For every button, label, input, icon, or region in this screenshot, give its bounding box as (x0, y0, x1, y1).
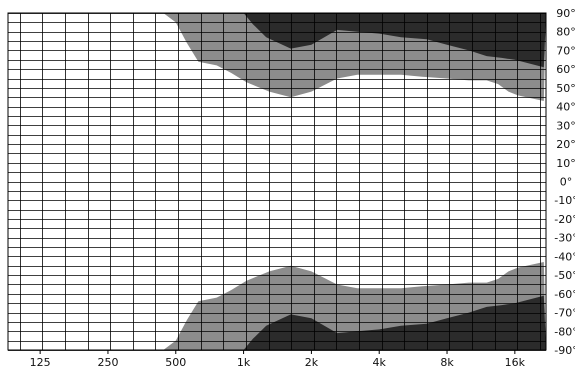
y-tick-label: -60° (554, 288, 575, 301)
y-tick-label: 30° (556, 119, 575, 132)
x-tick-label: 4k (373, 356, 387, 369)
coverage-region-lower-2 (243, 295, 546, 350)
y-tick-label: -10° (554, 194, 575, 207)
grid-lines (7, 12, 547, 351)
y-tick-label: -30° (554, 232, 575, 245)
x-tick-label: 2k (305, 356, 319, 369)
y-tick-label: 70° (556, 44, 575, 57)
y-tick-label: -50° (554, 269, 575, 282)
y-tick-label: -20° (554, 213, 575, 226)
x-tick-label: 1k (237, 356, 251, 369)
y-tick-label: 80° (556, 26, 575, 39)
y-tick-label: 90° (556, 7, 575, 20)
coverage-region-upper-2 (243, 13, 546, 68)
x-tick-label: 125 (30, 356, 51, 369)
x-axis-ticks: 125 250 500 1k 2k 4k 8k 16k (30, 350, 526, 369)
y-tick-label: -70° (554, 307, 575, 320)
y-tick-label: 0° (560, 176, 573, 189)
y-tick-label: -80° (554, 325, 575, 338)
x-tick-label: 250 (97, 356, 118, 369)
y-axis-ticks: 90° 80° 70° 60° 50° 40° 30° 20° 10° 0° -10° -20° -30… (554, 7, 575, 357)
y-tick-label: -90° (554, 344, 575, 357)
y-tick-label: 60° (556, 63, 575, 76)
y-tick-label: 50° (556, 82, 575, 95)
y-tick-label: -40° (554, 250, 575, 263)
y-tick-label: 10° (556, 157, 575, 170)
x-tick-label: 8k (440, 356, 454, 369)
x-tick-label: 16k (505, 356, 526, 369)
y-tick-label: 40° (556, 101, 575, 114)
y-tick-label: 20° (556, 138, 575, 151)
plot-frame (7, 12, 547, 351)
x-tick-label: 500 (165, 356, 186, 369)
